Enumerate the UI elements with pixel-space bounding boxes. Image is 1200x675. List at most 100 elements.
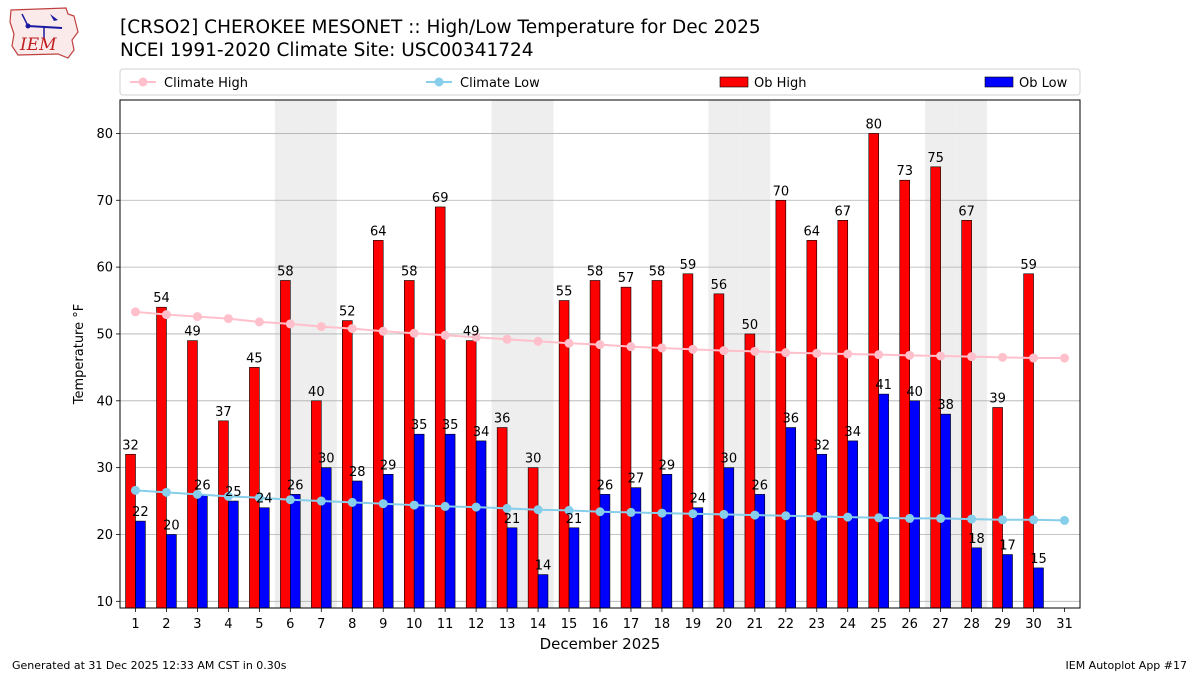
climate-low-point [316, 496, 326, 506]
ob-low-label: 24 [256, 492, 273, 507]
climate-low-point [502, 503, 512, 513]
climate-low-point [192, 489, 202, 499]
ob-low-label: 38 [937, 398, 954, 413]
x-tick-label: 16 [592, 617, 609, 632]
x-tick-label: 12 [468, 617, 485, 632]
ob-high-label: 32 [122, 438, 139, 453]
ob-high-bar [868, 133, 880, 609]
x-tick-label: 9 [379, 617, 387, 632]
climate-high-point [347, 324, 357, 334]
y-tick-label: 60 [96, 261, 113, 276]
ob-low-label: 25 [225, 485, 242, 500]
climate-high-point [316, 322, 326, 332]
climate-low-point [564, 505, 574, 515]
ob-high-label: 56 [711, 278, 728, 293]
ob-low-bar [568, 527, 580, 609]
ob-low-label: 34 [844, 425, 861, 440]
legend-ob-high-label: Ob High [754, 76, 807, 91]
climate-high-point [223, 314, 233, 324]
y-tick-label: 10 [96, 595, 113, 610]
climate-high-point [1060, 353, 1070, 363]
climate-high-point [533, 336, 543, 346]
ob-low-label: 22 [132, 505, 149, 520]
climate-high-point [161, 310, 171, 320]
x-tick-label: 20 [716, 617, 733, 632]
climate-high-point [409, 328, 419, 338]
ob-high-label: 40 [308, 385, 325, 400]
ob-high-bar [682, 273, 694, 609]
x-tick-label: 24 [839, 617, 856, 632]
ob-low-label: 26 [597, 478, 614, 493]
x-tick-label: 30 [1025, 617, 1042, 632]
generated-timestamp: Generated at 31 Dec 2025 12:33 AM CST in… [12, 659, 287, 672]
y-axis-label: Temperature °F [72, 304, 87, 405]
climate-high-point [130, 307, 140, 317]
ob-low-label: 18 [968, 532, 985, 547]
ob-high-bar [744, 333, 756, 609]
ob-high-bar [125, 453, 136, 609]
ob-high-label: 59 [680, 258, 697, 273]
ob-high-label: 37 [215, 405, 232, 420]
ob-low-label: 15 [1030, 552, 1047, 567]
ob-low-label: 14 [535, 559, 552, 574]
ob-high-bar [280, 280, 291, 609]
ob-high-label: 58 [277, 264, 294, 279]
x-tick-label: 4 [224, 617, 232, 632]
x-tick-label: 25 [870, 617, 887, 632]
climate-low-point [1029, 515, 1039, 525]
ob-low-bar [878, 393, 889, 609]
ob-high-bar [651, 280, 663, 609]
bars [125, 133, 1044, 609]
climate-high-point [874, 350, 884, 360]
ob-high-label: 58 [401, 264, 418, 279]
x-tick-label: 15 [561, 617, 578, 632]
climate-low-point [254, 493, 264, 503]
climate-low-point [130, 485, 140, 495]
ob-high-label: 58 [649, 264, 666, 279]
ob-high-label: 54 [153, 291, 170, 306]
ob-low-bar [320, 467, 332, 609]
ob-high-bar [465, 340, 477, 609]
ob-high-bar [218, 420, 229, 609]
ob-high-bar [806, 240, 818, 609]
climate-low-point [409, 500, 419, 510]
x-tick-label: 19 [685, 617, 702, 632]
climate-high-point [440, 330, 450, 340]
ob-high-label: 58 [587, 264, 604, 279]
climate-low-point [843, 512, 853, 522]
x-axis-label: December 2025 [540, 635, 661, 653]
climate-high-point [254, 317, 264, 327]
climate-low-point [440, 501, 450, 511]
ob-low-bar [816, 453, 827, 609]
climate-low-point [905, 513, 915, 523]
ob-low-label: 35 [411, 418, 428, 433]
climate-low-point [533, 505, 543, 515]
x-tick-label: 31 [1056, 617, 1073, 632]
ob-low-label: 21 [566, 512, 583, 527]
x-tick-label: 28 [963, 617, 980, 632]
climate-low-point [626, 507, 636, 517]
ob-high-label: 69 [432, 191, 449, 206]
climate-high-point [285, 319, 295, 329]
ob-high-bar [187, 340, 198, 609]
ob-high-label: 80 [865, 117, 882, 132]
climate-high-point [998, 352, 1008, 362]
ob-high-bar [992, 407, 1003, 609]
ob-high-label: 50 [742, 318, 759, 333]
climate-low-point [378, 499, 388, 509]
climate-high-point [626, 342, 636, 352]
y-tick-label: 40 [96, 394, 113, 409]
climate-high-point [905, 350, 915, 360]
ob-low-label: 32 [813, 438, 830, 453]
x-tick-label: 3 [193, 617, 201, 632]
ob-low-bar [1002, 554, 1013, 609]
x-tick-label: 17 [623, 617, 640, 632]
ob-low-bar [909, 400, 920, 609]
ob-low-label: 30 [318, 452, 335, 467]
ob-low-label: 26 [194, 478, 211, 493]
app-credit: IEM Autoplot App #17 [1065, 659, 1188, 672]
climate-high-point [750, 346, 760, 356]
legend-box [119, 68, 1081, 96]
x-tick-label: 18 [654, 617, 671, 632]
